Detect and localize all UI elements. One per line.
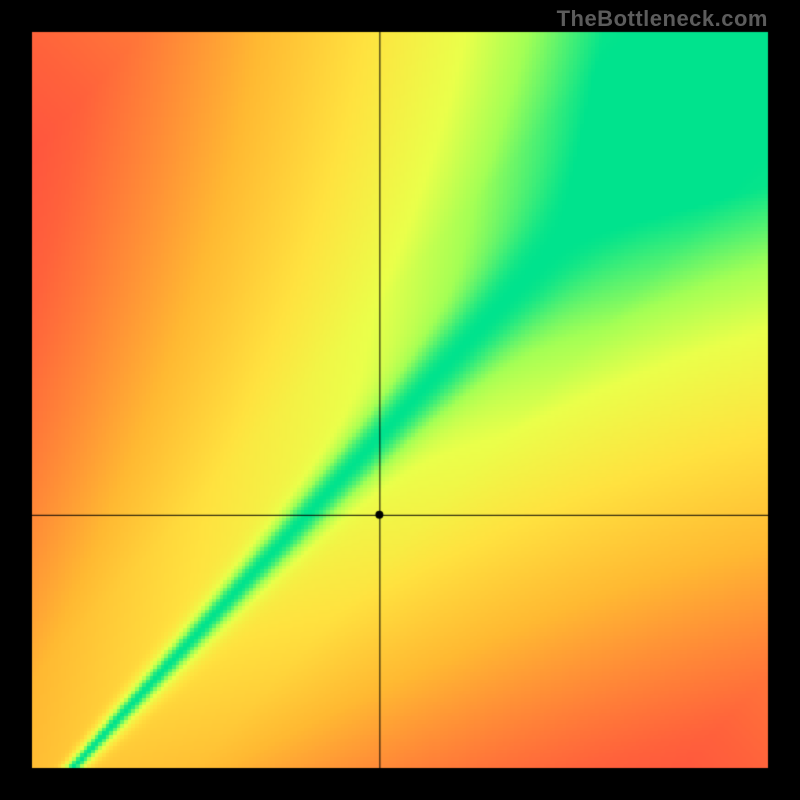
- bottleneck-chart: TheBottleneck.com: [0, 0, 800, 800]
- watermark-label: TheBottleneck.com: [557, 6, 768, 32]
- heatmap-canvas: [0, 0, 800, 800]
